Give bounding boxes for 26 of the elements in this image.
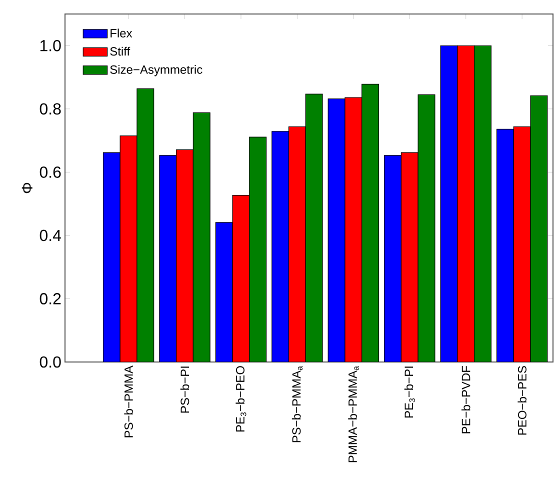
x-tick-label: PS−b−PMMA$_{a}$ xyxy=(292,366,302,442)
bar xyxy=(440,45,458,362)
bar xyxy=(272,131,290,362)
bar xyxy=(159,155,177,362)
x-tick-label: PS−b−PMMA xyxy=(124,366,133,438)
x-tick-label: PMMA−b−PMMA$_{a}$ xyxy=(348,366,359,462)
y-axis-title: Φ xyxy=(22,182,32,194)
bar xyxy=(215,222,233,362)
y-tick-label: 0.4 xyxy=(40,230,61,242)
bar xyxy=(102,152,120,362)
y-tick-label: 0.8 xyxy=(40,103,61,115)
x-tick-label: PS−b−PI xyxy=(180,366,190,413)
legend-label: Stiff xyxy=(110,46,130,56)
bar xyxy=(496,128,514,362)
bar xyxy=(328,98,346,362)
x-tick-label: PEO−b−PES xyxy=(518,366,526,435)
y-tick-label: 0.2 xyxy=(40,293,61,304)
x-tick-label: PE$_{3}$−b−PEO xyxy=(236,366,246,432)
y-tick-label: 1.0 xyxy=(40,40,61,52)
x-tick-label: PE$_{3}$−b−PI xyxy=(404,366,415,418)
bar xyxy=(384,155,402,362)
x-tick-label: PE−b−PVDF xyxy=(461,366,470,434)
y-tick-label: 0.0 xyxy=(40,356,61,368)
legend-label: Size−Asymmetric xyxy=(110,65,202,76)
legend-label: Flex xyxy=(110,28,132,38)
y-tick-label: 0.6 xyxy=(40,166,61,178)
